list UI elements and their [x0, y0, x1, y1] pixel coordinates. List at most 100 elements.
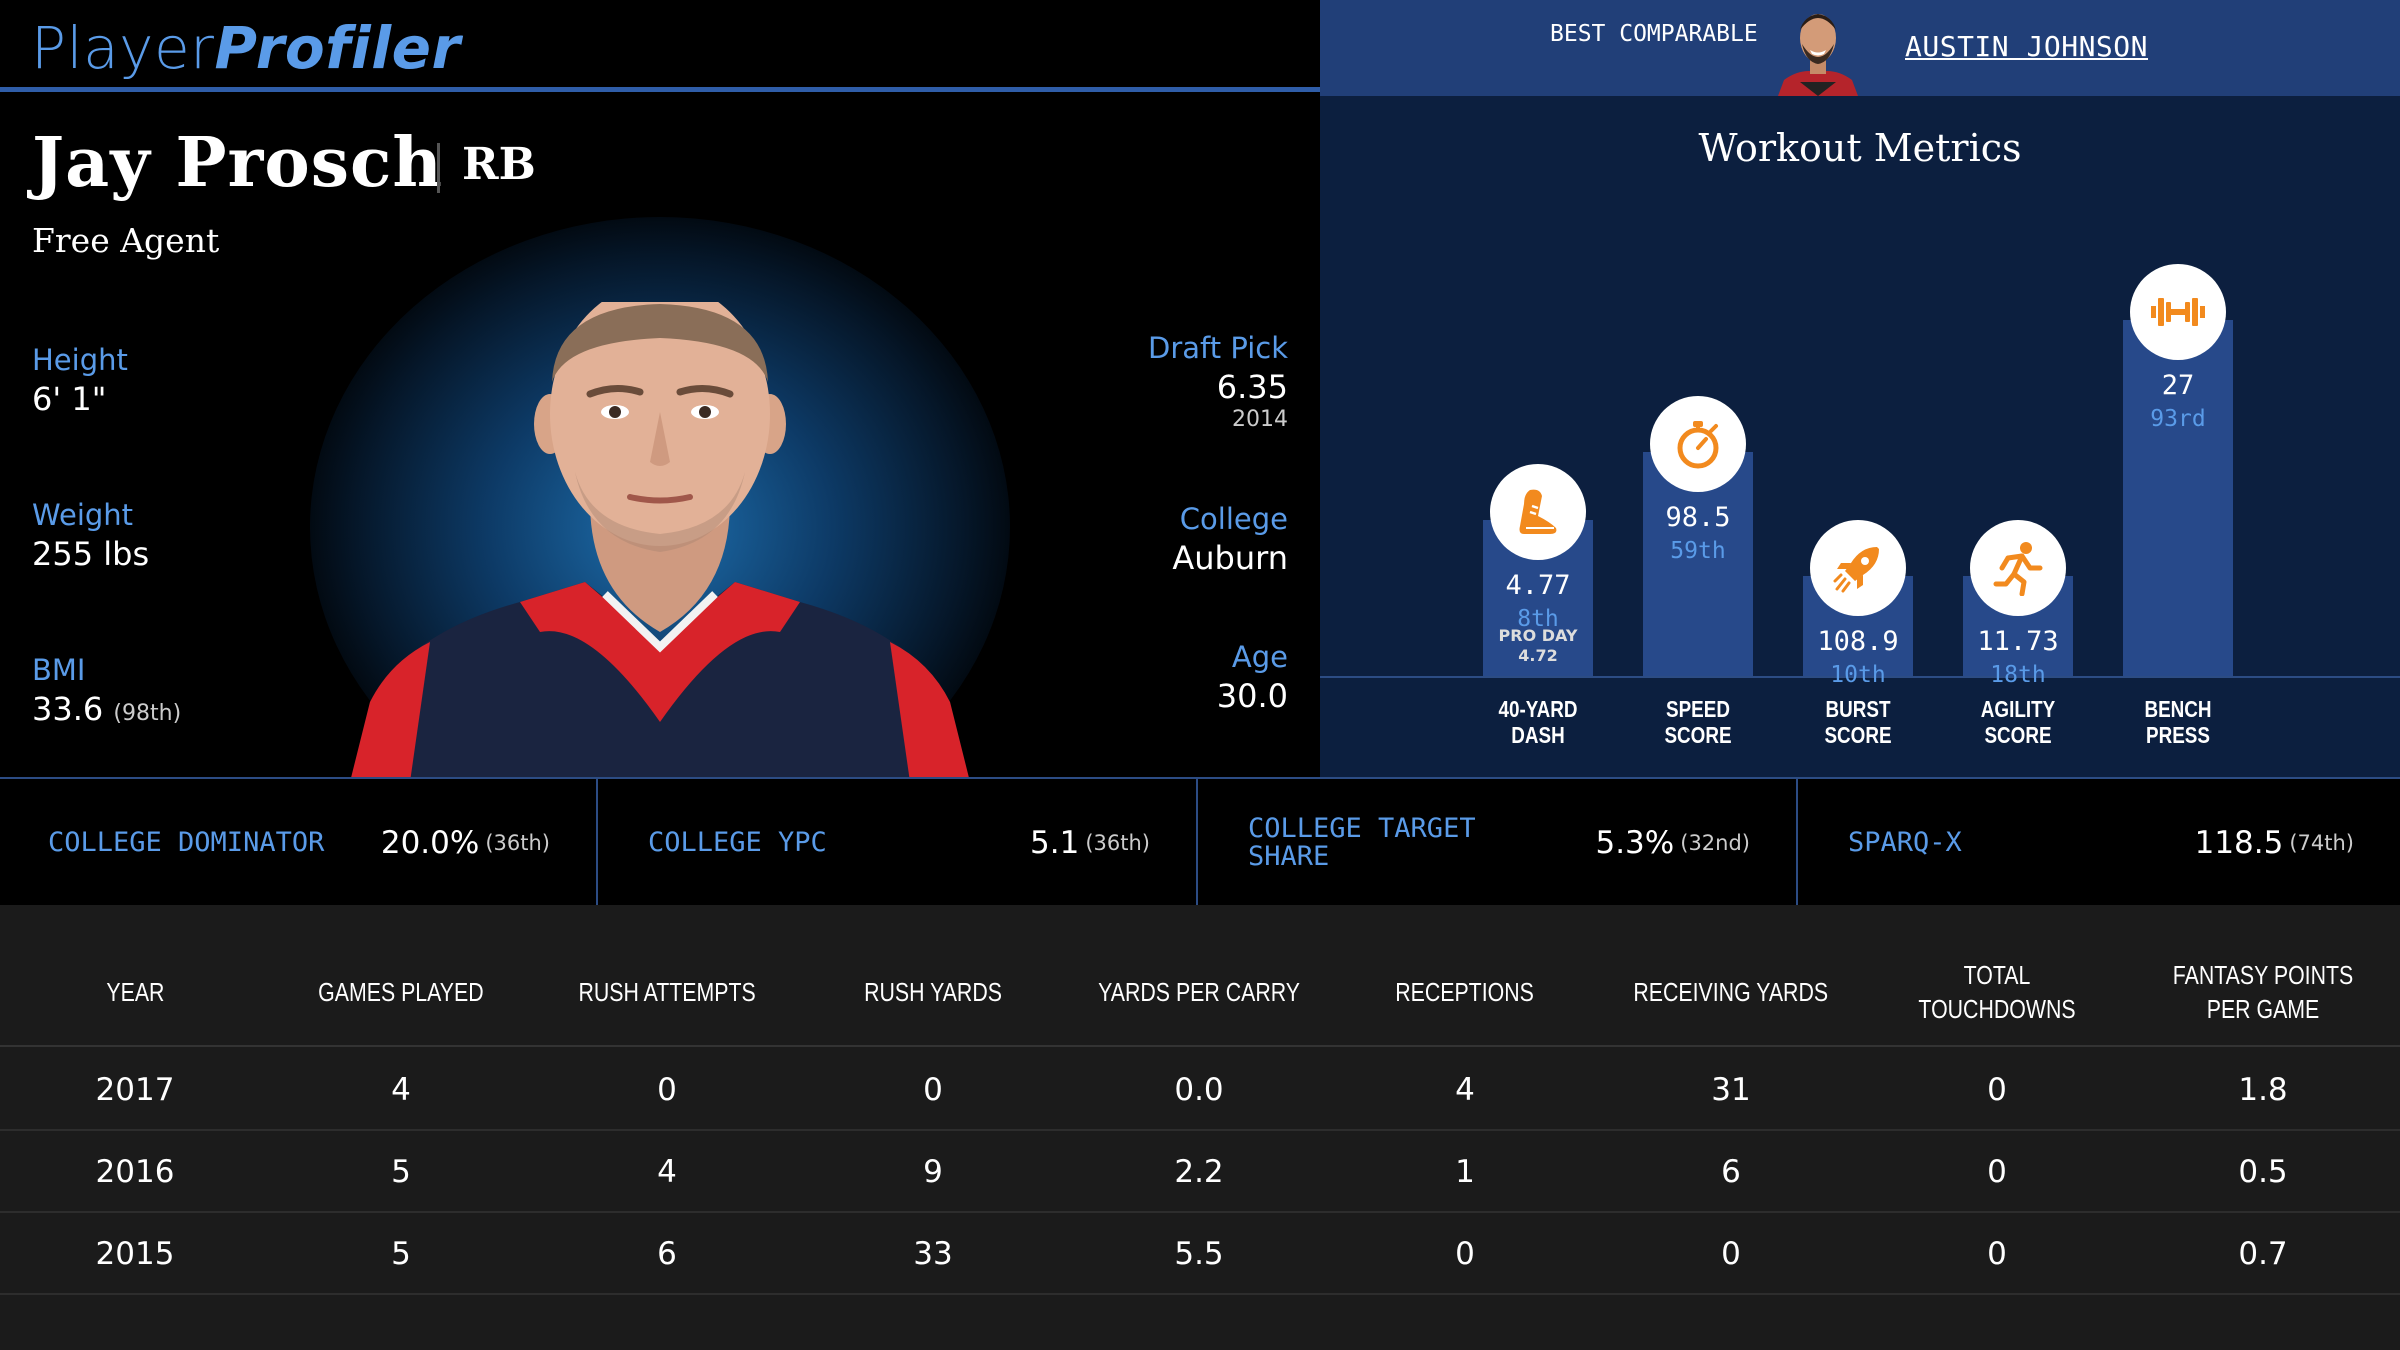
column-header[interactable]: RUSH YARDS: [864, 977, 1002, 1007]
player-headshot: [351, 302, 969, 777]
stopwatch-icon: [1650, 396, 1746, 492]
college-label: College: [1179, 502, 1288, 536]
table-cell: 6: [657, 1236, 677, 1272]
college-ypc-cell[interactable]: COLLEGE YPC 5.1 (36th): [600, 779, 1198, 907]
table-cell: 1: [1455, 1154, 1475, 1190]
table-cell: 0.0: [1174, 1072, 1224, 1108]
table-cell: 0: [1455, 1236, 1475, 1272]
site-logo[interactable]: PlayerProfiler: [31, 14, 461, 82]
table-cell: 4: [657, 1154, 677, 1190]
rocket-icon: [1810, 520, 1906, 616]
draft-pick-label: Draft Pick: [1148, 331, 1288, 365]
metric-value: 27: [2161, 370, 2195, 401]
metric-bar: [2123, 320, 2233, 676]
table-cell: 0: [1987, 1072, 2007, 1108]
draft-pick-value: 6.35: [1216, 368, 1288, 406]
sparq-x-cell[interactable]: SPARQ-X 118.5 (74th): [1800, 779, 2400, 907]
sparq-x-label: SPARQ-X: [1848, 827, 1962, 858]
workout-metrics-title: Workout Metrics: [1698, 126, 2022, 170]
college-target-share-value: 5.3% (32nd): [1595, 825, 1750, 861]
pro-day: PRO DAY 4.72: [1483, 626, 1593, 666]
table-cell: 0.5: [2238, 1154, 2288, 1190]
table-cell: 5.5: [1174, 1236, 1224, 1272]
weight-label: Weight: [32, 498, 134, 532]
college-target-share-cell[interactable]: COLLEGE TARGET SHARE 5.3% (32nd): [1200, 779, 1798, 907]
college-stats-strip: COLLEGE DOMINATOR 20.0% (36th) COLLEGE YP…: [0, 777, 2400, 907]
name-divider: [437, 143, 440, 193]
bmi-stat: BMI 33.6 (98th): [32, 651, 181, 729]
metric-label: AGILITY SCORE: [1980, 696, 2056, 748]
weight-value: 255 lbs: [32, 535, 150, 573]
metric-label: BURST SCORE: [1824, 696, 1892, 748]
table-cell: 31: [1711, 1072, 1751, 1108]
logo-part-profiler: Profiler: [214, 14, 461, 82]
height-label: Height: [32, 343, 128, 377]
pro-day-label: PRO DAY: [1498, 626, 1578, 645]
draft-pick-stat: Draft Pick 6.35 2014: [1148, 329, 1288, 433]
metric-value: 108.9: [1817, 626, 1899, 657]
runner-icon: [1970, 520, 2066, 616]
college-dominator-label: COLLEGE DOMINATOR: [48, 827, 325, 858]
metric-rank: 18th: [1990, 662, 2046, 688]
height-stat: Height 6' 1": [32, 341, 128, 419]
metric-label: BENCH PRESS: [2144, 696, 2212, 748]
table-cell: 5: [391, 1236, 411, 1272]
college-dominator-value: 20.0% (36th): [380, 825, 550, 861]
workout-baseline: [1320, 676, 2400, 678]
metric-rank: 8th: [1517, 606, 1559, 632]
bmi-rank: (98th): [113, 701, 182, 726]
college-value: Auburn: [1172, 539, 1288, 577]
table-cell: 0.7: [2238, 1236, 2288, 1272]
metric-value: 4.77: [1505, 570, 1571, 601]
top-bar: PlayerProfiler: [0, 0, 1320, 92]
column-header[interactable]: YEAR: [105, 977, 165, 1007]
table-cell: 9: [923, 1154, 943, 1190]
table-cell: 2017: [95, 1072, 175, 1108]
column-header[interactable]: FANTASY POINTS PER GAME: [2172, 960, 2354, 1024]
column-header[interactable]: YARDS PER CARRY: [1098, 977, 1300, 1007]
table-row: 2015 5 6 33 5.5 0 0 0 0.7: [0, 1213, 2400, 1295]
table-cell: 2016: [95, 1154, 175, 1190]
player-name: Jay Prosch: [32, 123, 443, 203]
metric-value: 11.73: [1977, 626, 2059, 657]
table-cell: 1.8: [2238, 1072, 2288, 1108]
best-comparable-bar: BEST COMPARABLE AUSTIN JOHNSON: [1320, 0, 2400, 96]
age-label: Age: [1231, 640, 1288, 674]
table-cell: 6: [1721, 1154, 1741, 1190]
column-header[interactable]: TOTAL TOUCHDOWNS: [1918, 960, 2076, 1024]
comparable-player-link[interactable]: AUSTIN JOHNSON: [1905, 30, 2149, 63]
column-header[interactable]: RECEPTIONS: [1395, 977, 1535, 1007]
table-cell: 5: [391, 1154, 411, 1190]
column-header[interactable]: GAMES PLAYED: [318, 977, 484, 1007]
bmi-value: 33.6: [32, 690, 104, 728]
table-cell: 0: [1987, 1236, 2007, 1272]
metric-rank: 59th: [1670, 538, 1726, 564]
column-header[interactable]: RECEIVING YARDS: [1633, 977, 1829, 1007]
sparq-x-value: 118.5 (74th): [2194, 825, 2354, 861]
metric-rank: 10th: [1830, 662, 1886, 688]
metric-label: 40-YARD DASH: [1498, 696, 1578, 748]
college-ypc-label: COLLEGE YPC: [648, 827, 827, 858]
metric-label: SPEED SCORE: [1664, 696, 1732, 748]
dumbbell-icon: [2130, 264, 2226, 360]
pro-day-value: 4.72: [1518, 646, 1558, 665]
stats-table: YEAR GAMES PLAYED RUSH ATTEMPTS RUSH YARDS Y…: [0, 905, 2400, 1350]
college-dominator-cell[interactable]: COLLEGE DOMINATOR 20.0% (36th): [0, 779, 598, 907]
logo-part-player: Player: [31, 14, 215, 82]
table-cell: 0: [923, 1072, 943, 1108]
bmi-label: BMI: [32, 653, 86, 687]
table-cell: 0: [1721, 1236, 1741, 1272]
table-row: 2016 5 4 9 2.2 1 6 0 0.5: [0, 1131, 2400, 1213]
comparable-avatar[interactable]: [1770, 0, 1866, 96]
table-cell: 4: [391, 1072, 411, 1108]
player-position: RB: [462, 139, 536, 190]
college-stat: College Auburn: [1172, 500, 1288, 578]
metric-value: 98.5: [1665, 502, 1731, 533]
weight-stat: Weight 255 lbs: [32, 496, 149, 574]
table-cell: 33: [913, 1236, 953, 1272]
column-header[interactable]: RUSH ATTEMPTS: [578, 977, 756, 1007]
table-cell: 2.2: [1174, 1154, 1224, 1190]
table-cell: 4: [1455, 1072, 1475, 1108]
player-panel: Jay Prosch RB Free Agent Height 6' 1" We…: [0, 97, 1320, 777]
draft-year: 2014: [1232, 407, 1288, 432]
